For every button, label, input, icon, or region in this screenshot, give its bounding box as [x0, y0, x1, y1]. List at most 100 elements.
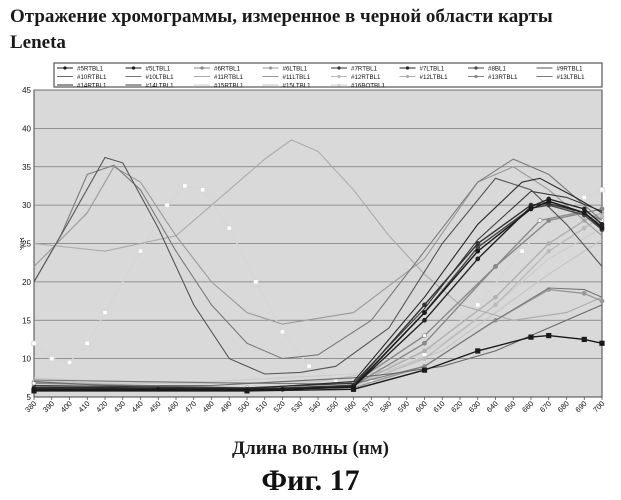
legend-label-12rtbl1: #12RTBL1: [351, 74, 381, 81]
series-point-5rtbl1-670: [546, 198, 552, 204]
series-point-5ltbl1-500: [244, 388, 250, 394]
series-point-5ltbl1-660: [528, 334, 534, 340]
x-tick-label-520: 520: [272, 399, 287, 414]
series-point-16botbl1-655: [519, 248, 525, 254]
x-tick-label-470: 470: [183, 399, 198, 414]
series-point-16botbl1-380: [31, 340, 37, 346]
series-point-7ltbl1-600: [422, 317, 427, 323]
legend-label-8bl1: #8BL1: [488, 65, 506, 72]
legend-label-6ltbl1: #6LTBL1: [283, 65, 308, 72]
series-point-7ltbl1-690: [581, 206, 587, 212]
legend-label-15ltbl1: #15LTBL1: [283, 82, 312, 89]
series-point-12rtbl1-670: [546, 248, 552, 254]
legend-label-10ltbl1: #10LTBL1: [146, 74, 175, 81]
series-point-5rtbl1-600: [422, 310, 427, 315]
series-point-16botbl1-700: [599, 187, 605, 193]
x-tick-label-670: 670: [538, 399, 553, 414]
series-point-5rtbl1-690: [581, 210, 587, 216]
x-tick-label-390: 390: [41, 399, 56, 414]
chart-title: Отражение хромограммы, измеренное в черн…: [10, 6, 553, 53]
legend-label-15rtbl1: #15RTBL1: [214, 82, 244, 89]
legend-marker-8bl1: [474, 66, 478, 70]
series-point-16botbl1-440: [137, 248, 144, 254]
series-point-16botbl1-490: [226, 225, 232, 231]
series-point-12rtbl1-700: [599, 214, 605, 219]
legend-label-12ltbl1: #12LTBL1: [420, 74, 449, 81]
y-tick-label-30: 30: [22, 201, 31, 210]
x-tick-label-560: 560: [343, 399, 358, 414]
x-tick-label-500: 500: [236, 399, 251, 414]
x-tick-label-690: 690: [573, 399, 588, 414]
legend-label-11rtbl1: #11RTBL1: [214, 74, 244, 81]
x-tick-label-550: 550: [325, 399, 340, 414]
x-tick-label-700: 700: [591, 399, 606, 414]
series-point-5ltbl1-630: [475, 348, 481, 354]
series-point-16botbl1-505: [253, 279, 259, 285]
legend-marker-6rtbl1: [200, 66, 204, 70]
series-point-6rtbl1-670: [546, 218, 552, 223]
series-point-12ltbl1-600: [422, 348, 427, 354]
x-tick-label-530: 530: [289, 399, 304, 414]
figure-label: Фиг. 17: [261, 464, 360, 497]
y-tick-label-45: 45: [22, 86, 31, 95]
series-point-12rtbl1-600: [422, 356, 427, 361]
series-line-5rtbl1: [34, 200, 603, 390]
legend-label-13ltbl1: #13LTBL1: [557, 74, 586, 81]
x-tick-label-510: 510: [254, 399, 269, 414]
series-point-16botbl1-475: [200, 187, 206, 193]
series-point-16botbl1-520: [279, 329, 286, 335]
line-chart: #5RTBL1 #5LTBL1 #6RTBL1 #6LTBL1 #7RTBL1 #7LTB…: [17, 62, 606, 414]
series-point-5ltbl1-690: [581, 336, 587, 343]
series-point-5rtbl1-700: [599, 225, 605, 231]
series-layer: [31, 139, 605, 394]
x-tick-label-480: 480: [201, 399, 216, 414]
series-point-16botbl1-455: [164, 202, 170, 208]
series-point-7ltbl1-700: [599, 221, 605, 227]
x-tick-label-620: 620: [449, 399, 464, 414]
legend-box: [53, 62, 603, 88]
legend-marker-5ltbl1: [131, 66, 136, 70]
x-tick-label-640: 640: [485, 399, 500, 414]
gridlines: [34, 89, 602, 359]
series-line-9rtbl1: [33, 156, 603, 375]
legend-label-9rtbl1: #9RTBL1: [557, 65, 584, 72]
y-tick-label-20: 20: [22, 278, 31, 287]
legend-marker-7ltbl1: [405, 66, 410, 70]
series-point-16botbl1-400: [66, 359, 73, 366]
series-point-5rtbl1-660: [528, 206, 534, 212]
series-line-14rtbl1: [33, 177, 603, 390]
x-tick-label-660: 660: [520, 399, 535, 414]
series-point-6rtbl1-600: [422, 340, 427, 346]
legend-label-7rtbl1: #7RTBL1: [351, 65, 378, 72]
x-tick-label-410: 410: [76, 399, 91, 414]
legend-label-14ltbl1: #14LTBL1: [146, 82, 175, 89]
series-line-13ltbl1: [33, 158, 603, 360]
series-point-5ltbl1-560: [350, 386, 357, 392]
x-tick-label-400: 400: [59, 399, 74, 414]
x-tick-label-680: 680: [556, 399, 571, 414]
legend-marker-13rtbl1: [474, 74, 478, 79]
series-point-5rtbl1-630: [475, 248, 481, 254]
y-tick-label-15: 15: [22, 316, 31, 325]
legend-label-13rtbl1: #13RTBL1: [488, 74, 518, 81]
series-point-6rtbl1-640: [493, 264, 498, 269]
series-point-16botbl1-535: [306, 363, 312, 369]
x-tick-label-540: 540: [307, 399, 322, 414]
legend-label-11ltbl1: #11LTBL1: [283, 74, 311, 81]
x-tick-label-650: 650: [502, 399, 517, 414]
series-point-12ltbl1-670: [546, 241, 552, 246]
series-point-6ltbl1-690: [581, 291, 587, 296]
series-point-5ltbl1-700: [599, 340, 605, 346]
x-tick-label-440: 440: [130, 399, 145, 414]
x-tick-label-380: 380: [23, 399, 38, 414]
x-tick-label-570: 570: [360, 399, 375, 414]
x-tick-label-430: 430: [112, 399, 127, 414]
x-tick-label-460: 460: [165, 399, 180, 414]
series-point-13rtbl1-600: [422, 333, 427, 338]
series-point-7rtbl1-630: [475, 241, 481, 246]
x-axis-caption: Длина волны (нм): [232, 438, 389, 459]
legend-marker-12rtbl1: [337, 74, 341, 79]
series-point-7rtbl1-600: [422, 302, 427, 308]
series-point-13rtbl1-665: [537, 218, 543, 223]
x-tick-label-590: 590: [396, 399, 411, 414]
